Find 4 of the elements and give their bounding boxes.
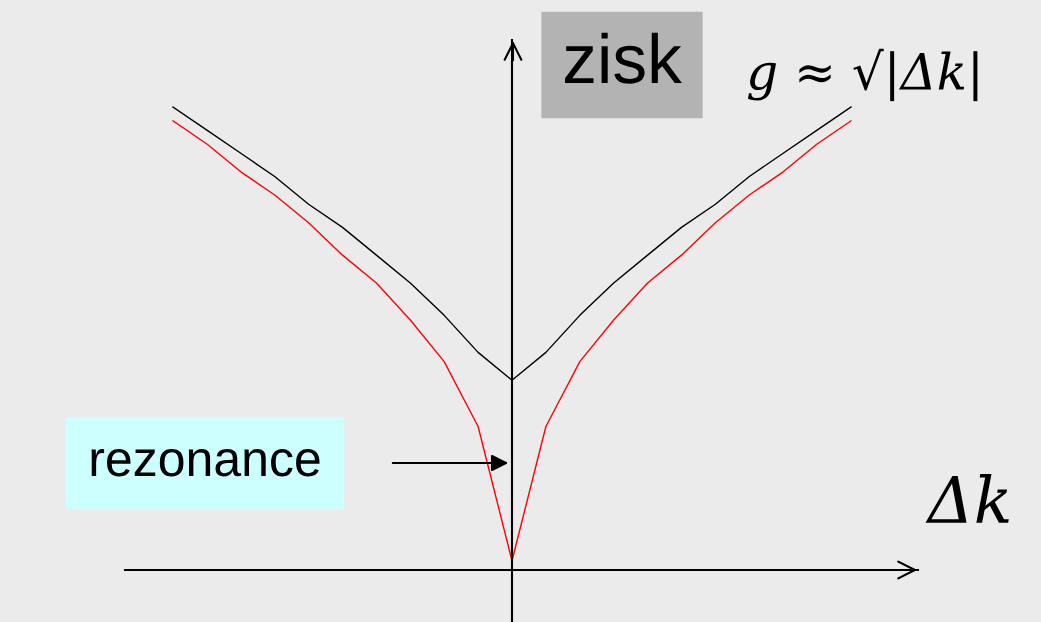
x-axis-title: Δk (925, 474, 1009, 523)
annotation: rezonance (91, 449, 320, 477)
y-axis-title: zisk (565, 32, 682, 84)
text: g ≈ √|Δk| (747, 48, 978, 102)
